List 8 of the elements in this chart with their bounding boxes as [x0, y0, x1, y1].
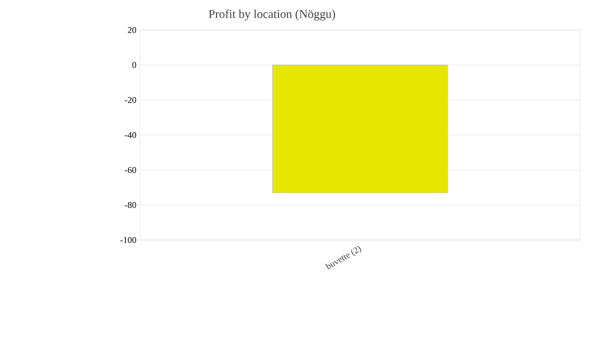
y-tick-label: -20 [124, 96, 136, 104]
y-tick-label: -100 [120, 236, 136, 244]
chart-title: Profit by location (Nöggu) [208, 9, 336, 20]
y-tick-label: 20 [128, 26, 136, 34]
y-tick-label: -60 [124, 166, 136, 174]
y-tick-label: -40 [124, 132, 136, 138]
y-tick-label: 0 [132, 62, 136, 68]
y-tick-label: -80 [124, 202, 136, 208]
